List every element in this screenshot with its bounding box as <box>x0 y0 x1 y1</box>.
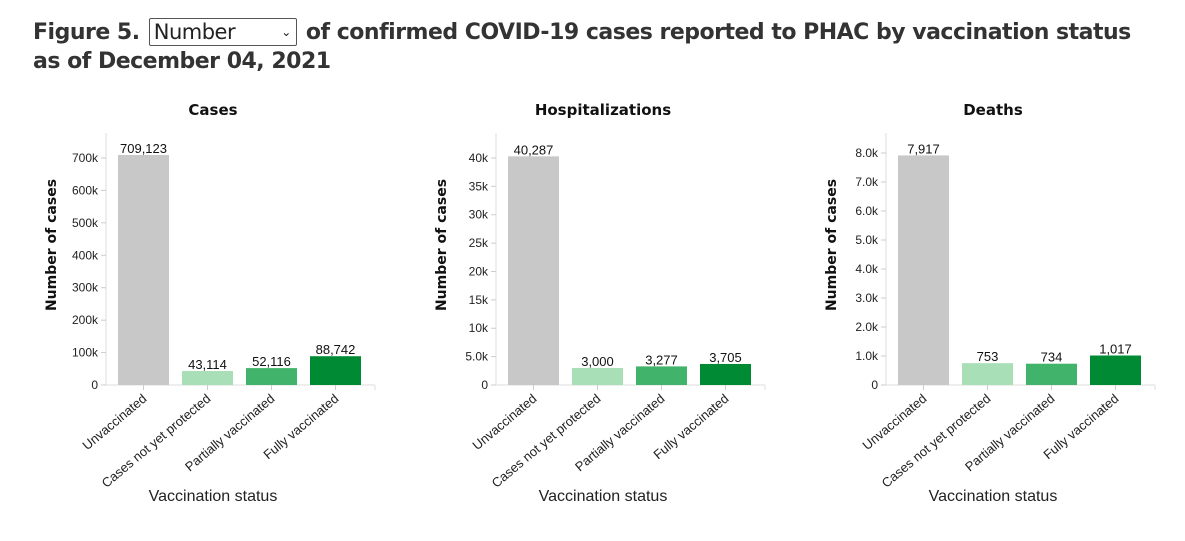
x-axis-label: Vaccination status <box>539 488 668 505</box>
chart-deaths: Deaths 0 1.0k 2.0k 3.0k 4.0k 5.0k 6.0k 7.0k 8.0k N… <box>824 101 1156 505</box>
x-tick-label: Cases not yet protected <box>99 391 214 491</box>
y-tick-label: 5.0k <box>465 350 489 364</box>
bar-value-label: 1,017 <box>1099 342 1132 357</box>
x-axis-label: Vaccination status <box>149 488 278 505</box>
bar-value-label: 88,742 <box>316 342 356 357</box>
y-tick-label: 4.0k <box>855 262 879 276</box>
bar-value-label: 3,277 <box>645 352 678 367</box>
x-tick-label: Unvaccinated <box>469 391 539 453</box>
bar-3 <box>636 366 687 385</box>
x-tick-label: Unvaccinated <box>859 391 929 453</box>
bar-value-label: 753 <box>977 349 999 364</box>
y-tick-label: 600k <box>72 183 99 197</box>
y-tick-label: 3.0k <box>855 291 879 305</box>
chart-title: Hospitalizations <box>535 101 671 119</box>
measure-select[interactable]: Number ⌄ <box>148 18 297 46</box>
y-tick-label: 200k <box>72 313 99 327</box>
y-tick-label: 7.0k <box>855 175 879 189</box>
measure-select-value: Number <box>153 20 236 44</box>
bar-4 <box>700 363 751 385</box>
y-tick-label: 0 <box>91 378 98 392</box>
y-tick-label: 400k <box>72 248 99 262</box>
chart-title: Deaths <box>963 101 1023 119</box>
chart-hospitalizations: Hospitalizations 0 5.0k 10k 15k 20k 25k 30k 35k 4… <box>434 101 766 505</box>
y-tick-label: 0 <box>871 378 878 392</box>
bar-value-label: 3,000 <box>581 354 614 369</box>
figure-title-text: of confirmed COVID-19 cases reported to … <box>33 20 1131 74</box>
x-tick-label: Cases not yet protected <box>489 391 604 491</box>
y-tick-label: 40k <box>469 151 489 165</box>
bar-2 <box>182 371 233 385</box>
bar-2 <box>572 367 623 385</box>
y-tick-label: 2.0k <box>855 320 879 334</box>
y-tick-label: 15k <box>469 293 489 307</box>
y-tick-label: 35k <box>469 179 489 193</box>
y-axis-label: Number of cases <box>44 179 60 311</box>
bar-value-label: 43,114 <box>188 357 227 372</box>
bar-value-label: 734 <box>1041 350 1063 365</box>
figure-title: Figure 5. Number ⌄ of confirmed COVID-19 … <box>33 18 1153 76</box>
chart-cases: Cases 0 100k 200k 300k 400k 500k 600k 700k Number… <box>44 101 376 505</box>
bar-value-label: 7,917 <box>907 141 940 156</box>
bar-1 <box>118 155 169 385</box>
y-tick-label: 1.0k <box>855 349 879 363</box>
y-tick-label: 30k <box>469 208 489 222</box>
bar-value-label: 40,287 <box>514 142 554 157</box>
y-tick-label: 300k <box>72 281 99 295</box>
y-tick-label: 25k <box>469 236 489 250</box>
bar-value-label: 3,705 <box>709 350 742 365</box>
y-tick-label: 20k <box>469 264 489 278</box>
bar-value-label: 709,123 <box>120 141 167 156</box>
bar-4 <box>310 356 361 385</box>
y-tick-label: 5.0k <box>855 233 879 247</box>
y-tick-label: 100k <box>72 346 99 360</box>
x-axis-label: Vaccination status <box>929 488 1058 505</box>
y-tick-label: 6.0k <box>855 204 879 218</box>
x-tick-label: Unvaccinated <box>79 391 149 453</box>
y-tick-label: 8.0k <box>855 146 879 160</box>
bar-1 <box>508 156 559 385</box>
figure-number: Figure 5. <box>33 20 140 45</box>
bar-4 <box>1090 355 1141 385</box>
bar-2 <box>962 363 1013 385</box>
chevron-down-icon: ⌄ <box>281 25 291 39</box>
y-axis-label: Number of cases <box>824 179 840 311</box>
x-tick-label: Cases not yet protected <box>879 391 994 491</box>
bar-3 <box>1026 363 1077 385</box>
y-axis-label: Number of cases <box>434 179 450 311</box>
bar-1 <box>898 155 949 385</box>
bar-3 <box>246 368 297 385</box>
y-tick-label: 0 <box>481 378 488 392</box>
y-tick-label: 10k <box>469 321 489 335</box>
bar-value-label: 52,116 <box>252 354 291 369</box>
y-tick-label: 700k <box>72 151 99 165</box>
y-tick-label: 500k <box>72 216 99 230</box>
chart-title: Cases <box>188 101 237 119</box>
